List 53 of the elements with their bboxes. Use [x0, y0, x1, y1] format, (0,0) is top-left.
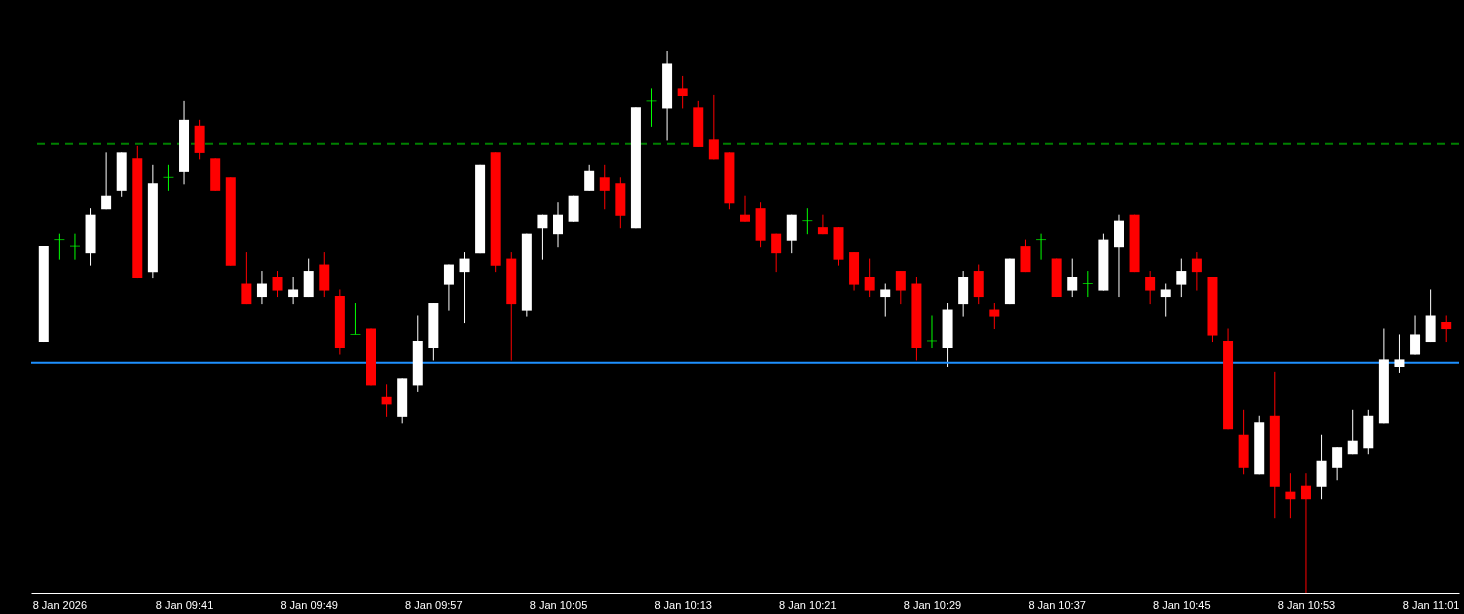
x-tick-label: 8 Jan 10:37 [1028, 598, 1086, 611]
candlestick [708, 94, 719, 160]
candlestick [880, 283, 891, 318]
candlestick [1394, 333, 1405, 374]
candlestick [1176, 258, 1187, 298]
candlestick [256, 270, 267, 305]
x-tick-label: 8 Jan 11:01 [1402, 598, 1460, 611]
candlestick [1082, 270, 1093, 298]
candlestick [771, 233, 782, 273]
candlestick [1441, 315, 1452, 343]
candlestick [553, 201, 564, 248]
candlestick [599, 164, 610, 210]
candlestick [1160, 283, 1171, 318]
candlestick [802, 207, 813, 235]
candlestick [1332, 446, 1343, 481]
candlestick [163, 164, 174, 192]
x-tick-label: 8 Jan 10:45 [1153, 598, 1211, 611]
candlestick [989, 302, 1000, 330]
x-tick-label: 8 Jan 09:41 [155, 598, 214, 611]
candlestick [677, 75, 688, 109]
candlestick [1067, 258, 1078, 298]
candlestick [584, 164, 595, 192]
x-tick-label: 8 Jan 10:05 [529, 598, 588, 611]
candlestick [537, 214, 548, 261]
candlestick [1410, 315, 1421, 356]
candlestick [740, 195, 750, 223]
candlestick [1300, 472, 1311, 594]
x-tick-label: 8 Jan 09:49 [280, 598, 338, 611]
candlestick [443, 264, 454, 312]
candlestick [646, 87, 657, 128]
candlestick [381, 383, 392, 418]
candlestick [69, 233, 80, 261]
x-tick-label: 8 Jan 09:57 [405, 598, 463, 611]
candlestick [895, 270, 906, 305]
candlestick [1285, 472, 1296, 519]
candlestick [1145, 270, 1156, 305]
candlestick [1191, 251, 1202, 292]
candlestick [926, 315, 937, 349]
candlestick [1036, 233, 1047, 261]
candlestick [1347, 409, 1358, 455]
candlestick [101, 151, 112, 210]
x-tick-label: 8 Jan 10:13 [654, 598, 712, 611]
x-tick-label: 8 Jan 2026 [32, 598, 88, 611]
x-tick-label: 8 Jan 10:29 [903, 598, 962, 611]
candlestick [241, 251, 252, 305]
candlestick [459, 251, 470, 324]
candlestick [288, 276, 299, 305]
candlestick [350, 302, 361, 335]
candlestick [54, 233, 65, 261]
candlestick [272, 270, 283, 298]
x-tick-label: 8 Jan 10:53 [1277, 598, 1336, 611]
x-tick-label: 8 Jan 10:21 [779, 598, 837, 611]
candlestick [864, 258, 875, 298]
